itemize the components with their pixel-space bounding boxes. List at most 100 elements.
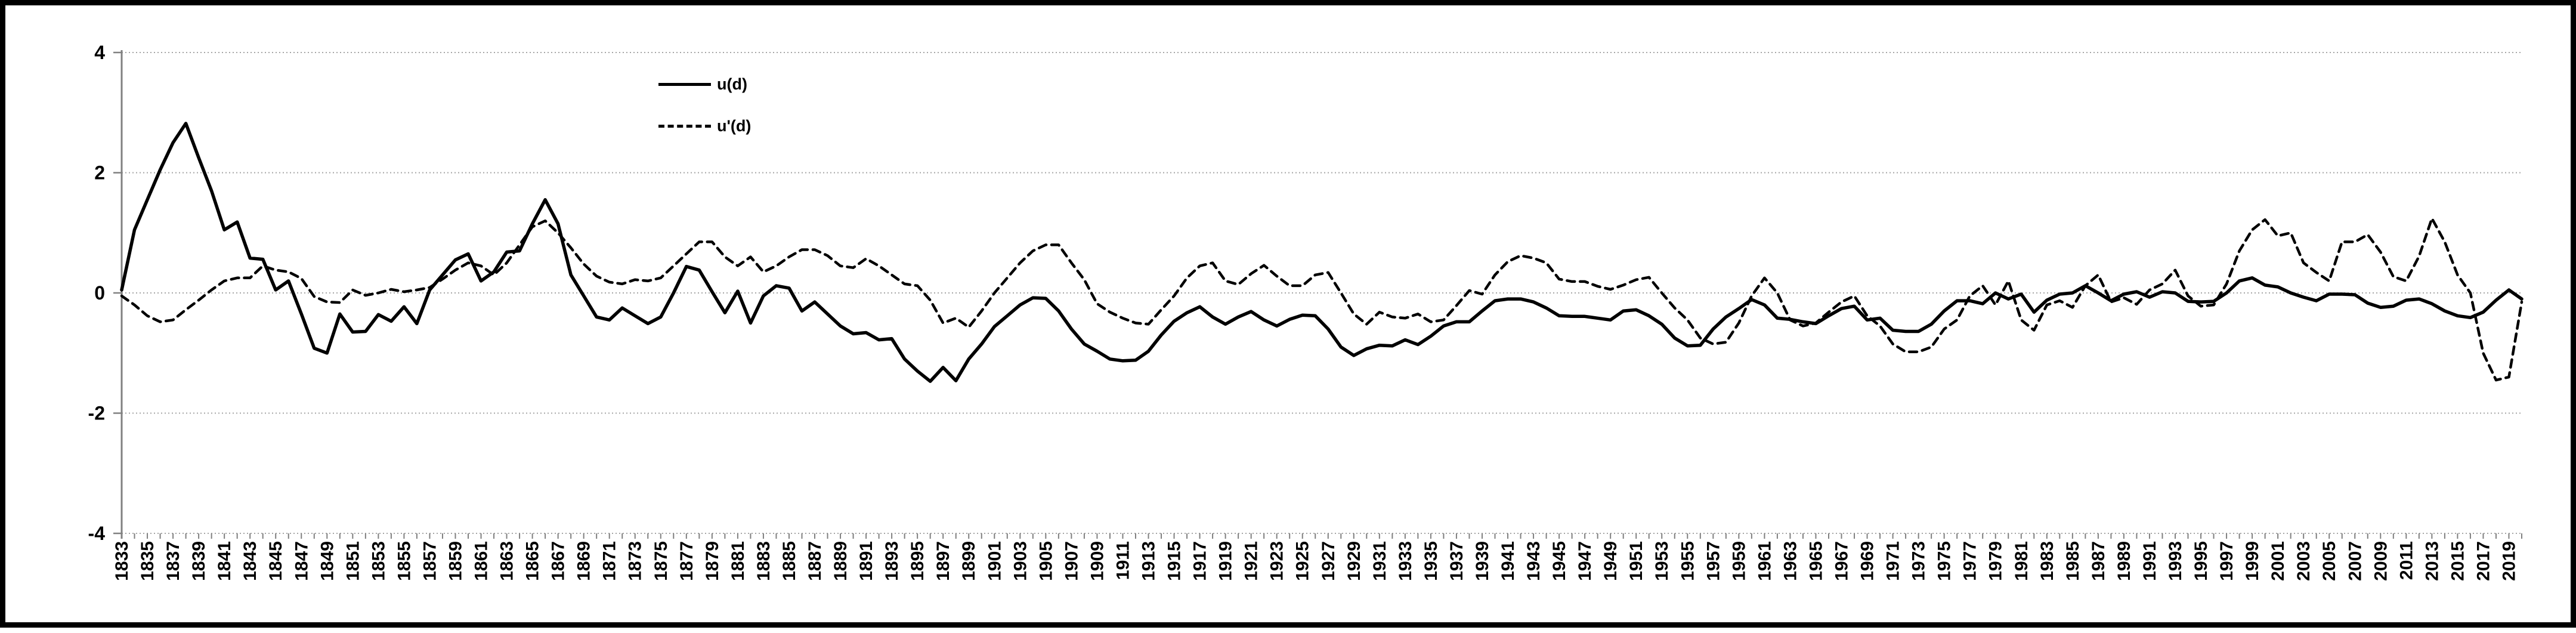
svg-text:1913: 1913	[1139, 541, 1158, 581]
svg-text:1895: 1895	[908, 541, 927, 581]
svg-text:1905: 1905	[1036, 541, 1056, 581]
svg-text:1885: 1885	[780, 541, 799, 581]
svg-text:1853: 1853	[369, 541, 388, 581]
svg-text:1963: 1963	[1780, 541, 1800, 581]
svg-text:1977: 1977	[1960, 541, 1980, 581]
svg-text:1989: 1989	[2114, 541, 2134, 581]
svg-text:1899: 1899	[959, 541, 979, 581]
svg-text:1869: 1869	[574, 541, 594, 581]
svg-text:1873: 1873	[626, 541, 645, 581]
legend-label-ud: u(d)	[717, 75, 747, 93]
svg-text:2001: 2001	[2268, 541, 2288, 581]
svg-text:1929: 1929	[1344, 541, 1364, 581]
svg-text:1991: 1991	[2140, 541, 2160, 581]
svg-text:1845: 1845	[266, 541, 286, 581]
svg-text:1887: 1887	[805, 541, 825, 581]
svg-text:2007: 2007	[2345, 541, 2365, 581]
svg-text:2011: 2011	[2396, 541, 2416, 580]
svg-text:1925: 1925	[1293, 541, 1313, 581]
svg-text:4: 4	[94, 42, 105, 63]
svg-text:1921: 1921	[1242, 541, 1261, 581]
y-axis-labels: 4 2 0 -2 -4	[88, 42, 106, 544]
svg-text:1909: 1909	[1087, 541, 1107, 581]
svg-text:1999: 1999	[2243, 541, 2262, 581]
series-udprime-line	[120, 217, 2524, 382]
svg-text:1993: 1993	[2166, 541, 2185, 581]
svg-text:1995: 1995	[2191, 541, 2211, 581]
legend-item-ud: u(d)	[658, 70, 751, 98]
svg-text:1945: 1945	[1550, 541, 1569, 581]
legend-label-udprime: u'(d)	[717, 116, 752, 135]
svg-text:1985: 1985	[2063, 541, 2083, 581]
svg-text:1843: 1843	[240, 541, 260, 581]
svg-text:1965: 1965	[1806, 541, 1826, 581]
svg-text:1961: 1961	[1755, 541, 1774, 581]
svg-text:2005: 2005	[2320, 541, 2339, 581]
svg-text:1871: 1871	[600, 541, 620, 581]
svg-text:2017: 2017	[2473, 541, 2493, 581]
svg-text:1841: 1841	[215, 541, 234, 581]
svg-text:1877: 1877	[677, 541, 697, 581]
svg-text:1937: 1937	[1447, 541, 1467, 581]
svg-text:1861: 1861	[472, 541, 491, 581]
svg-text:1837: 1837	[163, 541, 183, 581]
svg-text:1893: 1893	[882, 541, 902, 581]
svg-text:1915: 1915	[1165, 541, 1185, 581]
svg-text:1927: 1927	[1319, 541, 1338, 581]
svg-text:1867: 1867	[549, 541, 568, 581]
gridlines	[122, 52, 2522, 534]
svg-text:1975: 1975	[1935, 541, 1955, 581]
series-ud-line	[120, 122, 2524, 383]
svg-text:1901: 1901	[985, 541, 1004, 581]
x-axis-ticks	[121, 533, 2522, 539]
legend: u(d) u'(d)	[658, 70, 751, 140]
svg-text:1971: 1971	[1884, 541, 1903, 581]
svg-text:1947: 1947	[1575, 541, 1595, 581]
svg-text:1875: 1875	[651, 541, 671, 581]
svg-text:1939: 1939	[1473, 541, 1492, 581]
svg-text:1973: 1973	[1909, 541, 1929, 581]
svg-text:1949: 1949	[1601, 541, 1621, 581]
svg-text:1923: 1923	[1267, 541, 1287, 581]
svg-text:1953: 1953	[1652, 541, 1672, 581]
svg-text:1839: 1839	[189, 541, 209, 581]
svg-text:1955: 1955	[1678, 541, 1697, 581]
svg-text:1835: 1835	[138, 541, 157, 581]
svg-text:1981: 1981	[2012, 541, 2031, 581]
line-chart: 4 2 0 -2 -4 1833 1835 1837 1839 1841 1843 1845 1847…	[88, 42, 2524, 581]
svg-text:1917: 1917	[1190, 541, 1210, 581]
x-axis-labels: 1833 1835 1837 1839 1841 1843 1845 1847 1849 1851…	[112, 541, 2519, 581]
svg-text:1959: 1959	[1729, 541, 1749, 581]
svg-text:1983: 1983	[2037, 541, 2057, 581]
svg-text:1883: 1883	[754, 541, 774, 581]
svg-text:1847: 1847	[292, 541, 311, 581]
dashed-line-swatch	[658, 124, 711, 128]
svg-text:1979: 1979	[1986, 541, 2006, 581]
svg-text:1889: 1889	[831, 541, 851, 581]
svg-text:1943: 1943	[1524, 541, 1544, 581]
svg-text:1851: 1851	[343, 541, 363, 581]
legend-item-udprime: u'(d)	[658, 112, 751, 140]
svg-text:1859: 1859	[446, 541, 465, 581]
svg-text:-4: -4	[88, 523, 106, 544]
svg-text:1907: 1907	[1062, 541, 1081, 581]
svg-text:1879: 1879	[703, 541, 722, 581]
svg-text:1911: 1911	[1113, 541, 1133, 580]
svg-text:1863: 1863	[497, 541, 517, 581]
svg-text:-2: -2	[88, 403, 105, 424]
svg-text:1951: 1951	[1626, 541, 1646, 581]
svg-text:1941: 1941	[1498, 541, 1518, 581]
y-axis	[113, 50, 123, 539]
svg-text:0: 0	[94, 282, 105, 304]
svg-text:1935: 1935	[1421, 541, 1441, 581]
svg-text:1865: 1865	[523, 541, 543, 581]
svg-text:1933: 1933	[1396, 541, 1415, 581]
svg-text:1919: 1919	[1216, 541, 1236, 581]
solid-line-swatch	[658, 82, 711, 86]
svg-text:1857: 1857	[420, 541, 440, 581]
svg-text:1891: 1891	[856, 541, 876, 581]
svg-text:2013: 2013	[2422, 541, 2442, 581]
svg-text:1897: 1897	[933, 541, 953, 581]
svg-text:1849: 1849	[317, 541, 337, 581]
